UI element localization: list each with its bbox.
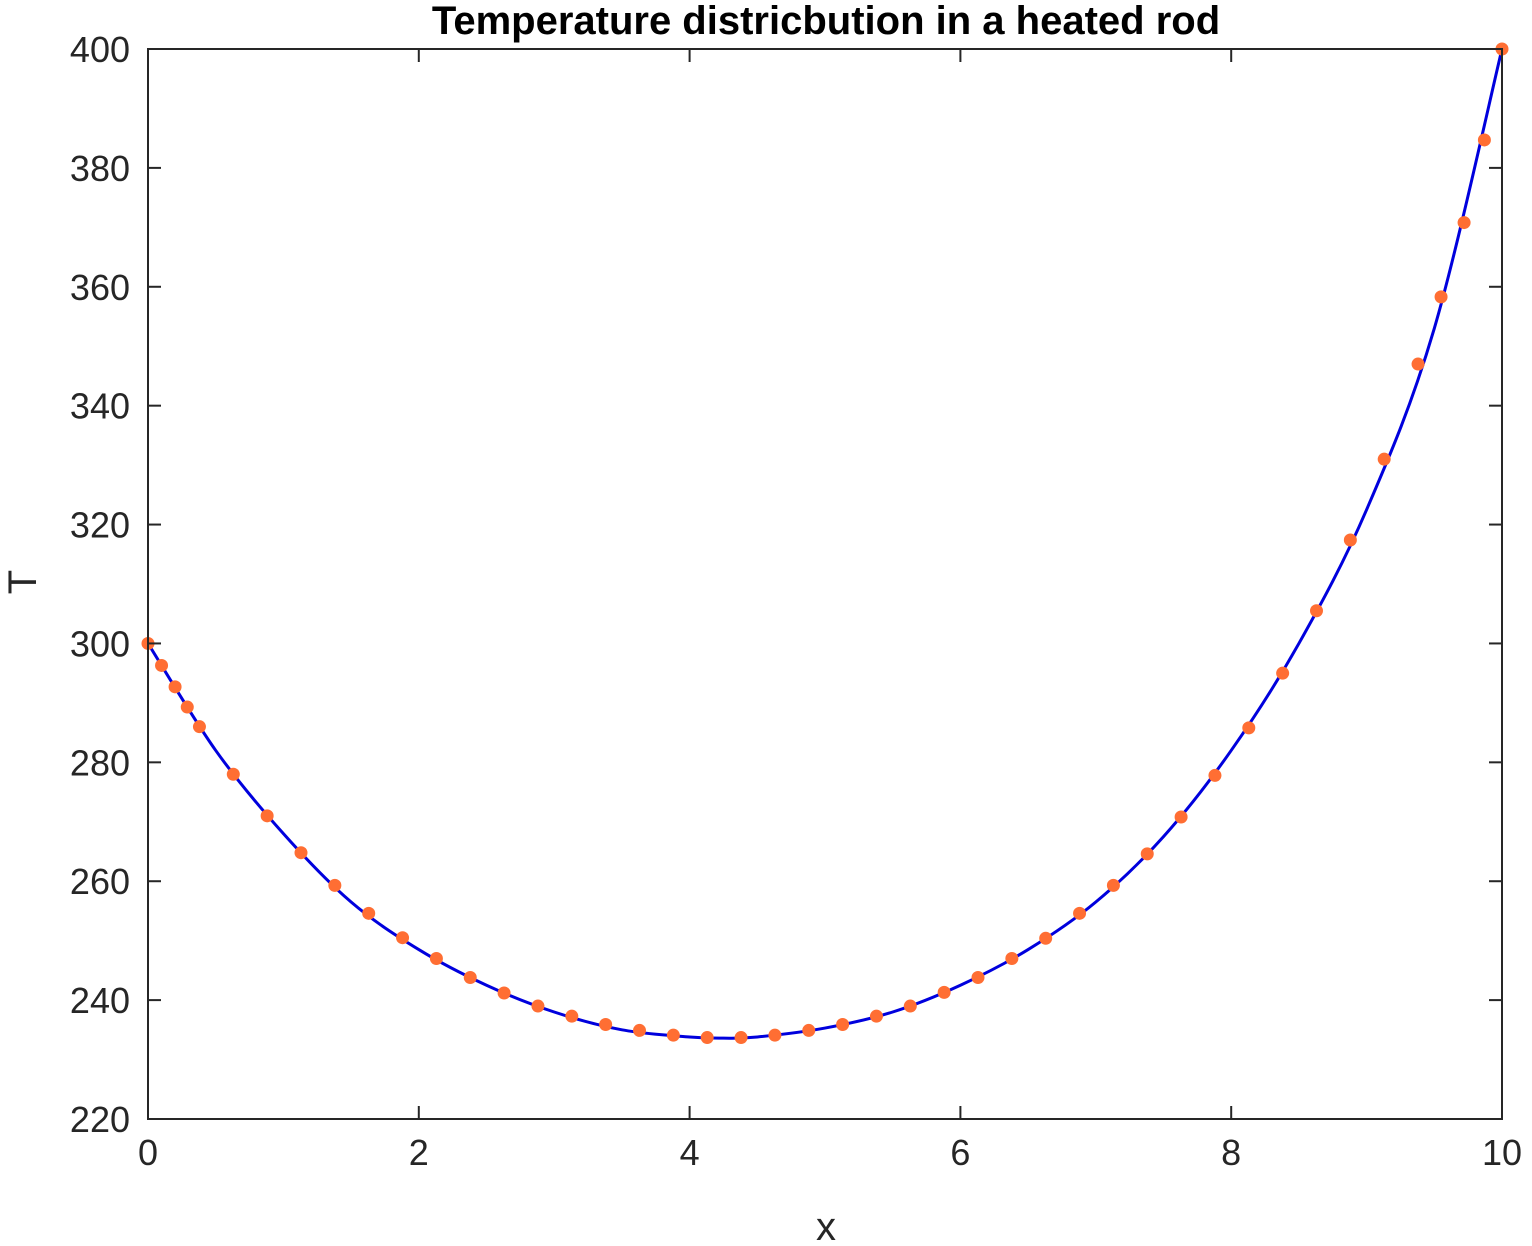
data-point bbox=[565, 1009, 579, 1023]
x-axis-label: x bbox=[816, 1205, 836, 1246]
data-point bbox=[226, 767, 240, 781]
data-point bbox=[1174, 810, 1188, 824]
data-point bbox=[1073, 906, 1087, 920]
x-tick-label: 10 bbox=[1482, 1132, 1522, 1173]
data-point bbox=[1477, 133, 1491, 147]
data-point bbox=[1343, 533, 1357, 547]
data-point bbox=[836, 1017, 850, 1031]
y-axis-label: T bbox=[1, 570, 45, 594]
data-point bbox=[1208, 768, 1222, 782]
data-point bbox=[429, 952, 443, 965]
data-point bbox=[294, 846, 308, 860]
y-tick-label: 340 bbox=[70, 386, 130, 427]
data-point bbox=[666, 1028, 680, 1042]
x-tick-label: 0 bbox=[138, 1132, 158, 1173]
data-point bbox=[260, 809, 274, 823]
data-point bbox=[328, 878, 342, 892]
data-point bbox=[1310, 604, 1324, 618]
data-point bbox=[633, 1023, 647, 1037]
data-point bbox=[1106, 878, 1120, 892]
data-point bbox=[903, 999, 917, 1013]
data-point bbox=[1276, 666, 1290, 680]
data-point bbox=[192, 720, 206, 734]
data-point bbox=[1005, 952, 1019, 965]
plot-frame bbox=[147, 48, 1503, 1120]
data-point bbox=[802, 1023, 816, 1037]
y-tick-label: 360 bbox=[70, 267, 130, 308]
y-tick-label: 300 bbox=[70, 623, 130, 664]
data-point bbox=[1377, 452, 1391, 466]
axis-ticks: 0 2 4 6 8 10 220 240 260 280 300 320 340 360 380 400 bbox=[70, 29, 1522, 1173]
data-point bbox=[1411, 357, 1425, 371]
y-tick-label: 320 bbox=[70, 505, 130, 546]
data-point bbox=[971, 971, 985, 985]
data-point bbox=[168, 680, 182, 694]
y-tick-label: 400 bbox=[70, 29, 130, 70]
data-point bbox=[700, 1031, 714, 1045]
data-point bbox=[1434, 290, 1448, 304]
y-tick-label: 280 bbox=[70, 742, 130, 783]
data-point bbox=[937, 985, 951, 999]
data-point bbox=[180, 700, 194, 714]
data-point bbox=[1242, 721, 1256, 735]
x-tick-label: 8 bbox=[1221, 1132, 1241, 1173]
y-tick-label: 220 bbox=[70, 1099, 130, 1140]
y-tick-label: 380 bbox=[70, 148, 130, 189]
y-tick-label: 240 bbox=[70, 980, 130, 1021]
y-tick-label: 260 bbox=[70, 861, 130, 902]
data-point bbox=[497, 986, 511, 1000]
data-point bbox=[869, 1009, 883, 1023]
data-point bbox=[463, 971, 477, 985]
x-tick-label: 6 bbox=[950, 1132, 970, 1173]
data-point bbox=[768, 1028, 782, 1042]
data-point bbox=[531, 999, 545, 1013]
data-point bbox=[1457, 216, 1471, 230]
chart-title: Temperature districbution in a heated ro… bbox=[432, 0, 1220, 43]
plot-area bbox=[141, 42, 1509, 1045]
x-tick-label: 4 bbox=[680, 1132, 700, 1173]
data-point bbox=[734, 1031, 748, 1045]
data-point bbox=[155, 658, 169, 672]
data-point bbox=[1140, 847, 1154, 861]
data-point bbox=[1039, 931, 1053, 945]
data-point bbox=[599, 1017, 613, 1031]
temperature-line bbox=[146, 48, 1504, 1040]
data-point bbox=[396, 931, 410, 945]
data-point bbox=[362, 906, 376, 920]
x-tick-label: 2 bbox=[409, 1132, 429, 1173]
